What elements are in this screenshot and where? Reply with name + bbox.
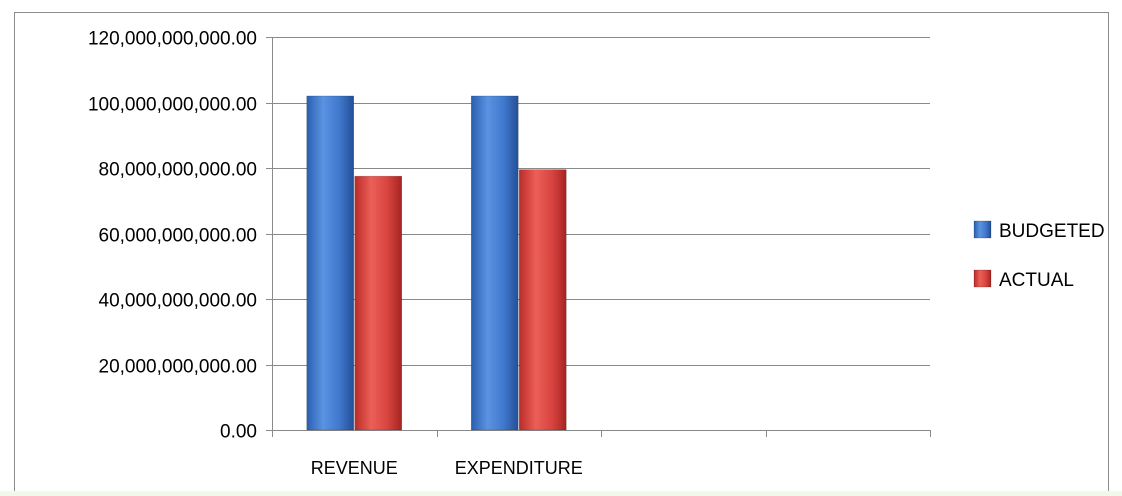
y-tick-label: 100,000,000,000.00 (88, 95, 257, 116)
axes (266, 37, 931, 437)
y-tick-label: 20,000,000,000.00 (99, 357, 258, 378)
bar-actual-expenditure (518, 169, 567, 431)
legend-label: ACTUAL (999, 270, 1074, 291)
tick-labels: 0.00 20,000,000,000.00 40,000,000,000.00 60… (88, 29, 583, 479)
y-tick-label: 60,000,000,000.00 (99, 226, 258, 247)
bars (306, 95, 567, 431)
x-tick-label: REVENUE (311, 458, 398, 478)
y-tick-label: 0.00 (220, 422, 257, 443)
legend-swatch (973, 220, 992, 239)
legend-label: BUDGETED (999, 221, 1105, 242)
legend: BUDGETED ACTUAL (973, 220, 1105, 291)
x-tick-label: EXPENDITURE (455, 458, 583, 478)
legend-swatch (973, 269, 992, 288)
y-tick-label: 80,000,000,000.00 (99, 160, 258, 181)
y-tick-label: 120,000,000,000.00 (88, 29, 257, 50)
bar-actual-revenue (354, 175, 403, 431)
bar-budgeted-expenditure (470, 95, 519, 431)
y-tick-label: 40,000,000,000.00 (99, 291, 258, 312)
bar-budgeted-revenue (306, 95, 355, 431)
